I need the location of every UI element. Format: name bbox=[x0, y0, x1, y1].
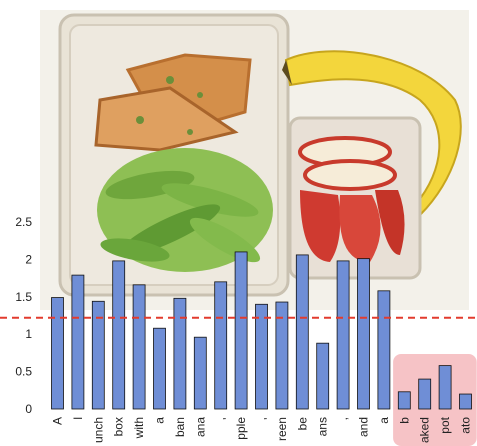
frittata-icon bbox=[94, 53, 252, 152]
x-tick-label: pot bbox=[438, 416, 452, 433]
y-tick-label: 1 bbox=[25, 327, 32, 341]
bar bbox=[132, 284, 146, 410]
bar bbox=[112, 260, 126, 410]
apple-slices-icon bbox=[298, 136, 405, 262]
bar bbox=[153, 327, 166, 410]
bar bbox=[316, 342, 330, 410]
bar bbox=[71, 274, 85, 410]
highlight-layer bbox=[393, 354, 477, 446]
highlight-box bbox=[393, 354, 477, 446]
bar bbox=[295, 254, 309, 410]
bar bbox=[418, 378, 432, 410]
y-tick-label: 2 bbox=[25, 252, 32, 266]
bars bbox=[51, 251, 472, 410]
x-tick-label: be bbox=[295, 417, 309, 431]
x-tick-label: A bbox=[51, 417, 65, 425]
snap-peas-icon bbox=[97, 148, 273, 272]
x-tick-label: pple bbox=[234, 417, 248, 440]
bar bbox=[234, 251, 248, 410]
bar bbox=[173, 297, 187, 410]
bar bbox=[255, 303, 268, 410]
bar bbox=[397, 391, 411, 410]
bar bbox=[357, 258, 370, 410]
x-tick-label: reen bbox=[275, 417, 289, 441]
x-tick-label: ana bbox=[193, 417, 207, 437]
x-tick-label: a bbox=[377, 417, 391, 424]
bar bbox=[275, 301, 289, 410]
x-tick-label: with bbox=[132, 417, 146, 439]
x-tick-label: unch bbox=[91, 417, 105, 443]
x-tick-label: a bbox=[153, 417, 167, 424]
x-tick-label: ban bbox=[173, 417, 187, 437]
bar bbox=[91, 300, 105, 410]
x-tick-label: , bbox=[255, 417, 269, 420]
bar bbox=[193, 336, 207, 410]
x-tick-label: aked bbox=[418, 417, 432, 443]
bar bbox=[214, 281, 228, 410]
bar bbox=[459, 393, 472, 410]
x-tick-label: ans bbox=[316, 417, 330, 436]
x-tick-label: , bbox=[214, 417, 228, 420]
bar bbox=[438, 365, 452, 410]
x-tick-label: and bbox=[357, 417, 371, 437]
y-axis: 0 0.5 1 1.5 2 2.5 bbox=[15, 215, 32, 416]
y-tick-label: 1.5 bbox=[15, 290, 32, 304]
bar bbox=[51, 297, 64, 410]
x-tick-label: box bbox=[112, 417, 126, 436]
bar bbox=[377, 290, 391, 410]
x-tick-label: l bbox=[71, 417, 85, 420]
y-tick-label: 0 bbox=[25, 402, 32, 416]
x-tick-label: ato bbox=[459, 417, 473, 434]
y-tick-label: 2.5 bbox=[15, 215, 32, 229]
x-tick-label: b bbox=[397, 417, 411, 424]
lunchbox-photo bbox=[40, 10, 469, 310]
y-tick-label: 0.5 bbox=[15, 365, 32, 379]
bar bbox=[336, 260, 350, 410]
x-tick-label: , bbox=[336, 417, 350, 420]
